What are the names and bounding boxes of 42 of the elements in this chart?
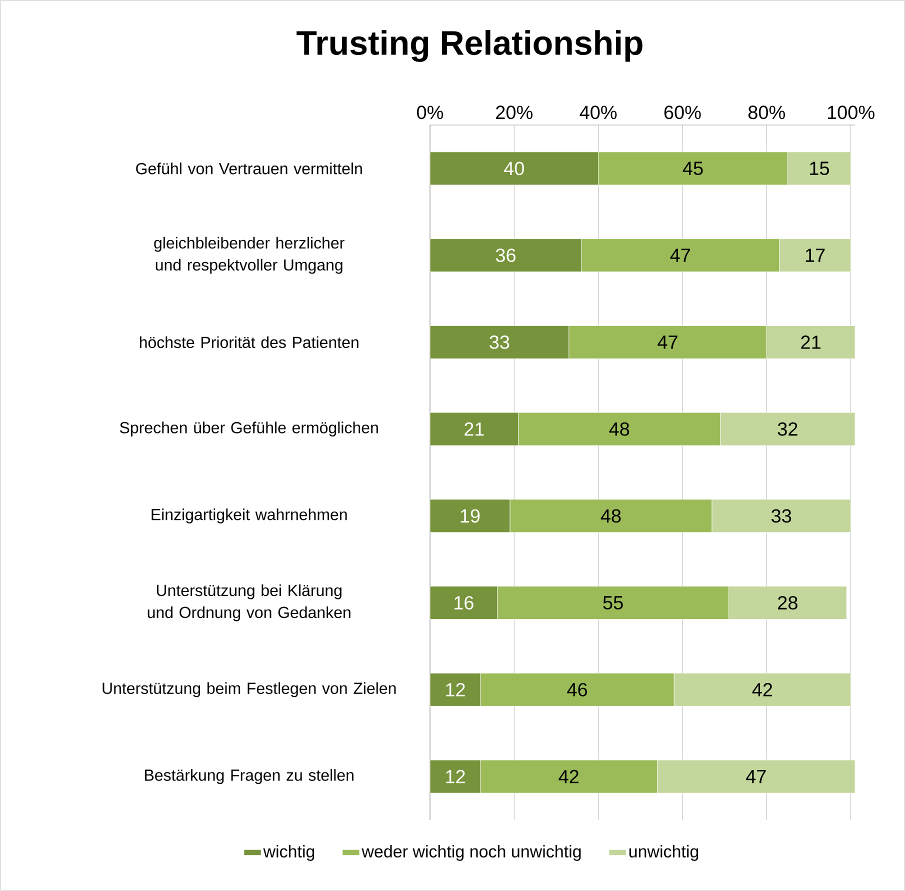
data-label: 12 xyxy=(446,770,465,784)
y-tick-label: Bestärkung Fragen zu stellen xyxy=(145,769,354,784)
data-label: 17 xyxy=(806,248,825,262)
y-tick-label: Gefühl von Vertrauen vermitteln xyxy=(136,162,362,174)
y-tick-label: höchste Priorität des Patienten xyxy=(140,336,358,348)
x-tick-label: 100% xyxy=(828,106,874,120)
data-label: 42 xyxy=(558,770,578,784)
data-label: 12 xyxy=(446,683,465,696)
data-label: 46 xyxy=(567,682,587,696)
x-tick-label: 20% xyxy=(496,106,532,120)
data-label: 47 xyxy=(746,770,766,784)
data-label: 21 xyxy=(464,422,484,436)
data-label: 42 xyxy=(752,683,772,696)
data-label: 47 xyxy=(670,248,690,262)
data-label: 16 xyxy=(454,596,474,610)
data-label: 47 xyxy=(658,336,678,349)
legend-label: unwichtig xyxy=(629,845,698,861)
data-label: 55 xyxy=(603,596,623,610)
x-tick-label: 40% xyxy=(580,106,617,120)
data-label: 36 xyxy=(496,248,516,262)
data-label: 48 xyxy=(600,509,621,523)
y-tick-label: gleichbleibender herzlicher und respektvoller Umgang xyxy=(154,236,344,274)
data-label: 19 xyxy=(460,509,480,523)
data-label: 45 xyxy=(682,162,703,176)
chart-title: Trusting Relationship xyxy=(296,30,642,62)
legend-label: wichtig xyxy=(263,845,314,861)
y-tick-label: Sprechen über Gefühle ermöglichen xyxy=(120,422,378,437)
data-label: 28 xyxy=(778,596,798,610)
data-label: 33 xyxy=(772,509,792,523)
data-label: 40 xyxy=(504,162,524,176)
data-label: 33 xyxy=(490,335,510,349)
x-tick-label: 60% xyxy=(664,106,701,120)
y-tick-label: Einzigartigkeit wahrnehmen xyxy=(152,508,347,524)
data-label: 48 xyxy=(609,422,630,436)
data-label: 15 xyxy=(810,162,830,176)
y-tick-label: Unterstützung beim Festlegen von Zielen xyxy=(102,682,396,698)
data-label: 21 xyxy=(801,336,820,349)
legend-label: weder wichtig noch unwichtig xyxy=(362,845,581,861)
x-tick-label: 80% xyxy=(748,106,785,120)
x-tick-label: 0% xyxy=(417,106,444,120)
data-label: 32 xyxy=(778,422,798,436)
y-tick-label: Unterstützung bei Klärung und Ordnung von Gedanken xyxy=(148,584,350,622)
